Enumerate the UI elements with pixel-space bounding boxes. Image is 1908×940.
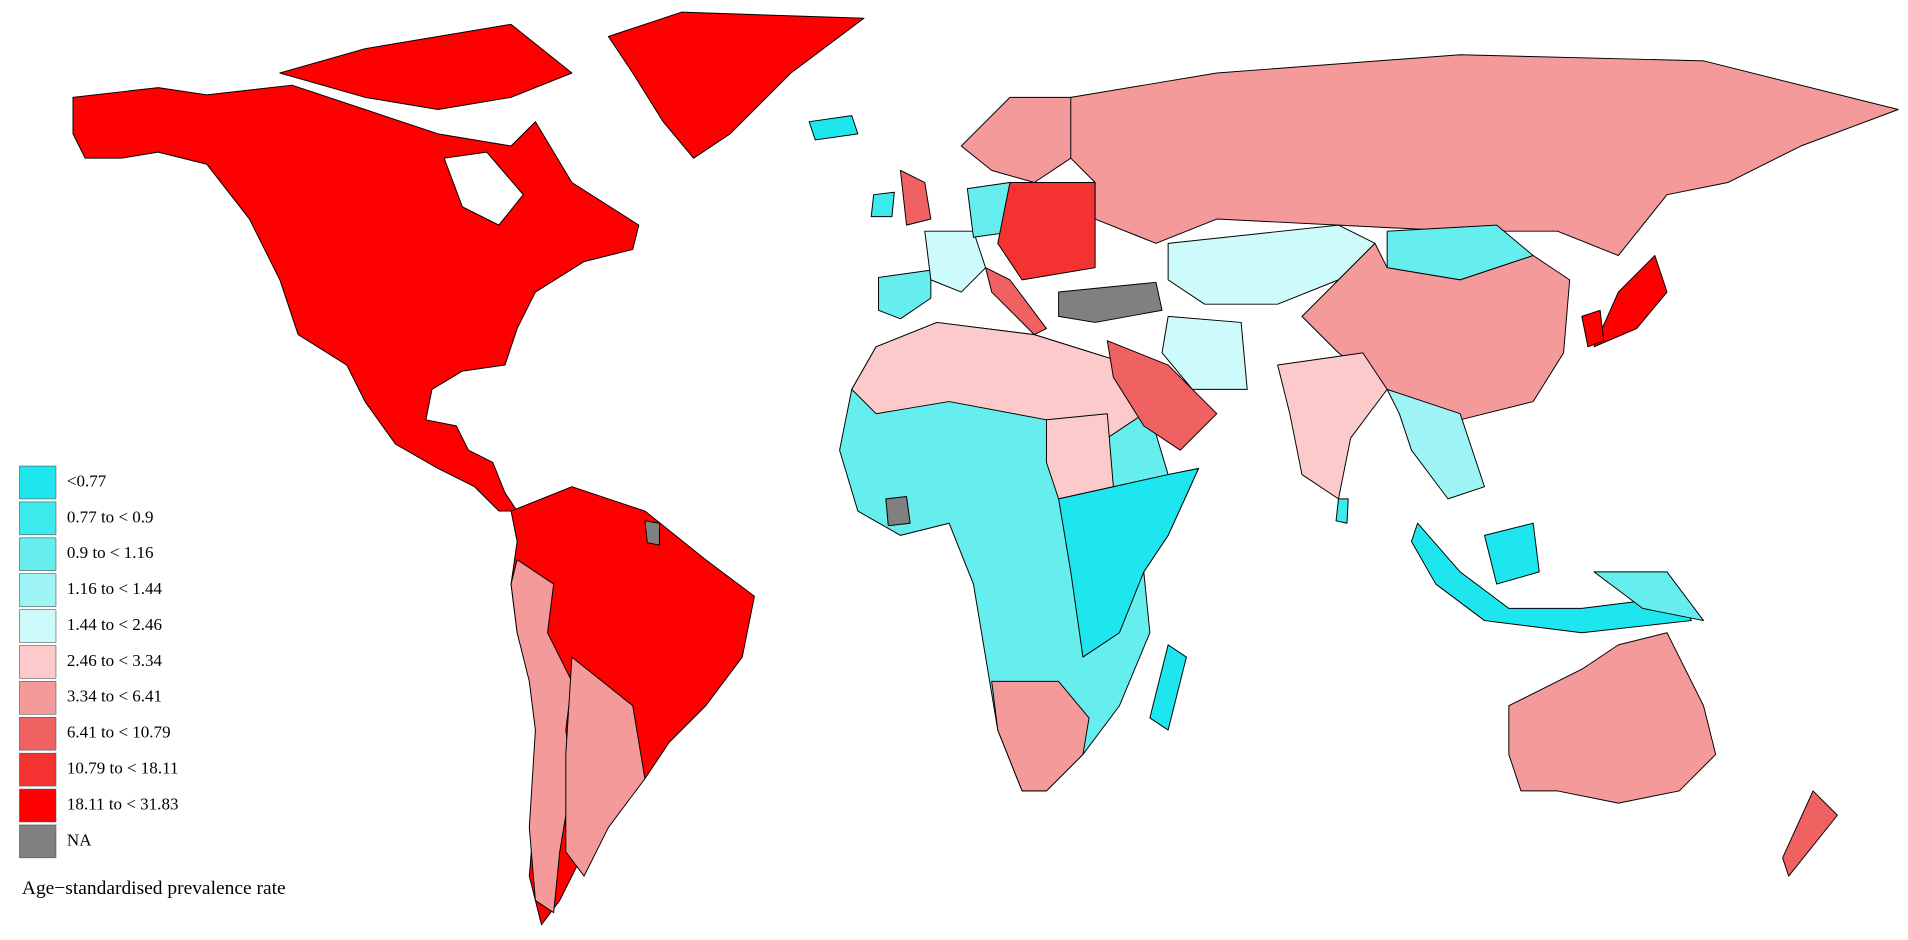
legend-swatch — [19, 752, 57, 787]
map-layer: <0.77 0.77 to < 0.9 0.9 to < 1.16 1.16 to <… — [19, 11, 1899, 926]
legend-label: <0.77 — [67, 471, 107, 490]
legend-swatch — [19, 573, 57, 607]
legend-swatch — [19, 824, 57, 859]
region-guiana — [644, 520, 660, 546]
region-australia — [1508, 632, 1717, 804]
region-sri-lanka — [1335, 498, 1349, 524]
legend-swatch — [19, 716, 57, 751]
legend-swatch — [19, 681, 57, 715]
hudson-bay — [443, 151, 524, 226]
region-arabia — [1106, 340, 1218, 451]
region-west-africa-na — [885, 495, 911, 527]
region-italy — [985, 267, 1047, 336]
legend-label: 2.46 to < 3.34 — [67, 651, 163, 670]
region-greenland — [607, 11, 865, 159]
legend-swatch — [19, 788, 57, 823]
legend-label: 18.11 to < 31.83 — [67, 794, 179, 813]
legend-swatch — [19, 609, 57, 643]
region-east-africa — [1058, 467, 1200, 658]
region-russia — [1070, 54, 1899, 257]
legend-label: 0.9 to < 1.16 — [67, 543, 154, 562]
region-borneo — [1484, 522, 1540, 585]
legend-swatch — [19, 645, 57, 679]
legend-label: 10.79 to < 18.11 — [67, 759, 179, 778]
legend-label: 1.16 to < 1.44 — [67, 579, 163, 598]
region-japan — [1593, 255, 1668, 348]
legend-label: 6.41 to < 10.79 — [67, 723, 171, 742]
legend: <0.77 0.77 to < 0.9 0.9 to < 1.16 1.16 to <… — [19, 465, 179, 859]
region-andes — [510, 559, 573, 914]
region-scandinavia — [960, 96, 1084, 184]
region-argentina — [565, 656, 646, 877]
region-iran — [1161, 315, 1248, 390]
region-madagascar — [1149, 644, 1187, 731]
region-sudan — [1045, 413, 1114, 500]
region-central-asia — [1167, 224, 1376, 305]
legend-label: NA — [67, 830, 92, 849]
region-korea — [1581, 309, 1605, 348]
region-iberia — [878, 269, 932, 320]
region-central-europe — [997, 182, 1096, 281]
region-southeast-asia — [1386, 388, 1485, 500]
legend-swatch — [19, 465, 57, 500]
region-france — [924, 230, 987, 293]
legend-label: 1.44 to < 2.46 — [67, 615, 162, 634]
region-new-guinea — [1593, 571, 1705, 622]
region-north-america — [72, 84, 640, 512]
legend-swatch — [19, 537, 57, 571]
region-iceland — [808, 115, 859, 141]
region-arctic-islands — [279, 23, 573, 110]
legend-swatch — [19, 501, 57, 536]
legend-label: 0.77 to < 0.9 — [67, 507, 154, 526]
legend-title: Age−standardised prevalence rate — [22, 878, 286, 899]
region-turkey — [1058, 281, 1163, 323]
region-ireland — [870, 191, 895, 218]
region-indonesia — [1411, 522, 1692, 634]
region-new-zealand — [1782, 790, 1838, 877]
region-southern-africa — [991, 680, 1090, 792]
legend-label: 3.34 to < 6.41 — [67, 687, 162, 706]
region-india — [1277, 352, 1388, 500]
region-uk — [899, 169, 932, 226]
